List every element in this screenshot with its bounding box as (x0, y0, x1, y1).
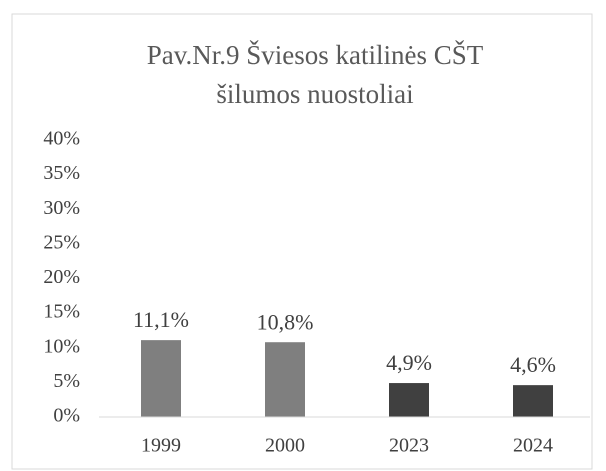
bar (265, 342, 305, 417)
chart-title: Pav.Nr.9 Šviesos katilinės CŠT (147, 40, 484, 70)
value-label: 4,6% (510, 352, 556, 377)
bar (389, 383, 429, 417)
y-tick-label: 40% (43, 128, 80, 150)
value-label: 4,9% (386, 350, 432, 375)
y-tick-label: 20% (43, 266, 80, 288)
y-tick-label: 25% (43, 231, 80, 253)
y-tick-label: 0% (53, 405, 80, 427)
y-tick-label: 5% (53, 370, 80, 392)
y-tick-label: 35% (43, 162, 80, 184)
bar (141, 340, 181, 417)
x-tick-label: 2000 (265, 435, 305, 457)
bar (513, 385, 553, 417)
x-tick-label: 2023 (389, 435, 429, 457)
value-label: 10,8% (257, 309, 314, 334)
y-tick-label: 10% (43, 335, 80, 357)
x-tick-label: 2024 (513, 435, 553, 457)
y-tick-label: 15% (43, 301, 80, 323)
y-tick-label: 30% (43, 197, 80, 219)
chart-title: šilumos nuostoliai (216, 79, 413, 109)
x-tick-label: 1999 (141, 435, 181, 457)
value-label: 11,1% (133, 307, 189, 332)
